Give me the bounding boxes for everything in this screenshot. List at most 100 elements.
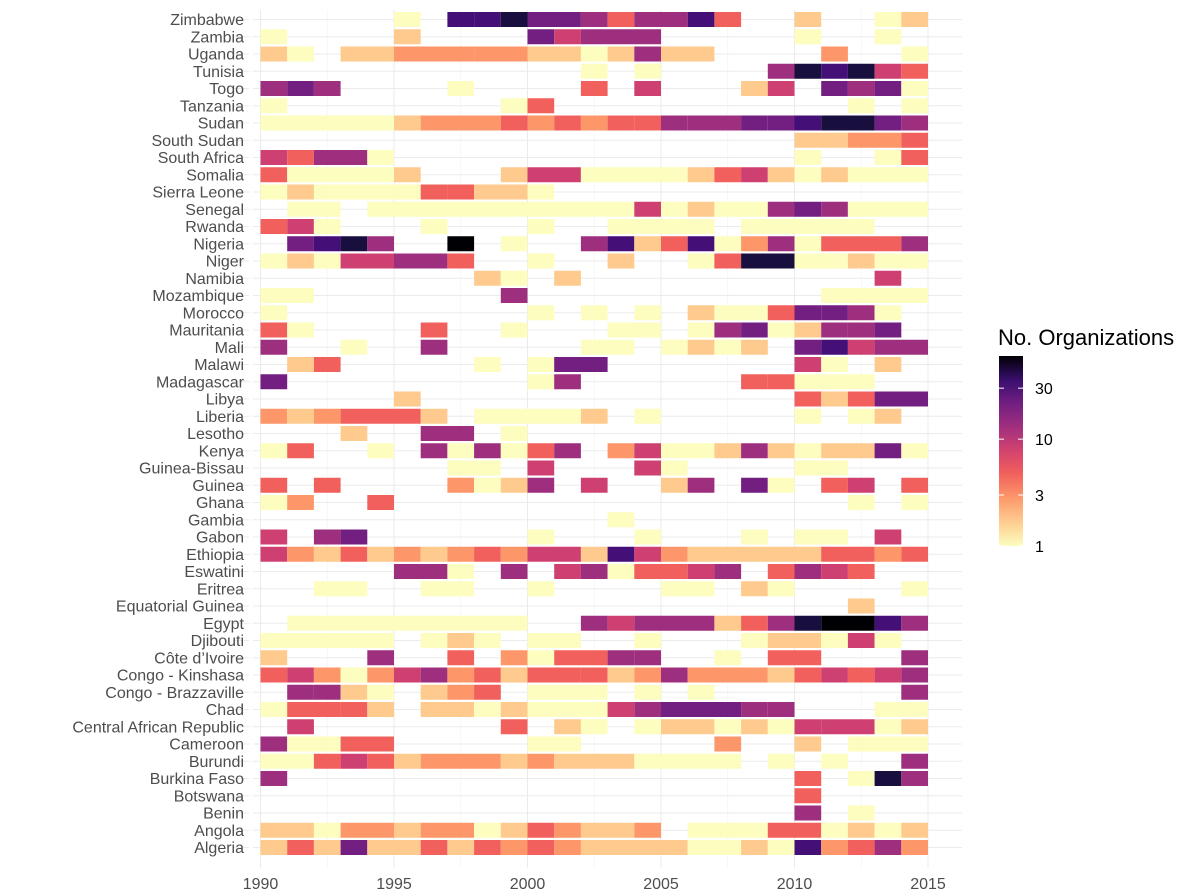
heatmap-cell: [580, 339, 635, 355]
heatmap-cell: [901, 495, 928, 510]
heatmap-cell: [340, 236, 368, 252]
heatmap-cell: [367, 443, 394, 459]
heatmap-cell: [260, 305, 288, 321]
heatmap-cell: [474, 840, 501, 855]
heatmap-cell: [500, 840, 528, 855]
heatmap-cell: [687, 115, 742, 131]
heatmap-cell: [367, 840, 421, 855]
heatmap-cell: [661, 115, 688, 131]
heatmap-cell: [687, 684, 715, 700]
heatmap-cell: [901, 546, 928, 562]
heatmap-cell: [287, 736, 341, 752]
heatmap-cell: [474, 822, 501, 838]
heatmap-cell: [554, 650, 608, 666]
heatmap-cell: [901, 81, 928, 96]
heatmap-cell: [901, 443, 928, 459]
heatmap-cell: [420, 633, 448, 648]
heatmap-cell: [901, 132, 928, 148]
heatmap-cell: [260, 219, 288, 234]
y-tick-label: Sierra Leone: [152, 185, 244, 202]
heatmap-cell: [260, 650, 288, 666]
heatmap-cell: [607, 546, 635, 562]
heatmap-cell: [901, 667, 928, 683]
heatmap-cell: [554, 270, 581, 286]
heatmap-cell: [714, 305, 768, 321]
heatmap-cell: [287, 167, 394, 183]
heatmap-cell: [634, 460, 661, 476]
y-tick-label: Burundi: [189, 754, 244, 771]
heatmap-cell: [500, 115, 528, 131]
heatmap-cell: [634, 702, 661, 717]
heatmap-cell: [287, 408, 314, 424]
heatmap-cell: [313, 253, 341, 269]
heatmap-cell: [767, 63, 795, 79]
heatmap-cell: [661, 46, 715, 62]
heatmap-cell: [821, 443, 875, 459]
y-tick-label: Libya: [206, 392, 244, 409]
heatmap-cell: [661, 201, 688, 217]
heatmap-cell: [260, 184, 288, 200]
heatmap-cell: [447, 477, 475, 493]
heatmap-cell: [714, 167, 742, 183]
heatmap-cell: [741, 253, 795, 269]
heatmap-cell: [794, 357, 822, 372]
heatmap-cells: [260, 12, 928, 855]
heatmap-cell: [367, 650, 394, 666]
heatmap-cell: [874, 29, 902, 45]
heatmap-cell: [313, 840, 341, 855]
heatmap-cell: [794, 443, 822, 459]
heatmap-cell: [767, 822, 822, 838]
heatmap-cell: [767, 633, 822, 648]
legend-ticks: 30 10 3 1: [999, 381, 1053, 556]
heatmap-cell: [874, 719, 902, 735]
heatmap-cell: [607, 564, 635, 579]
heatmap-cell: [847, 495, 875, 510]
heatmap-cell: [367, 201, 635, 217]
x-tick-label: 2010: [777, 876, 813, 891]
heatmap-cell: [580, 822, 635, 838]
heatmap-cell: [687, 564, 715, 579]
heatmap-cell: [687, 477, 715, 493]
heatmap-cell: [741, 477, 768, 493]
heatmap-cell: [874, 339, 928, 355]
heatmap-cell: [634, 822, 661, 838]
heatmap-cell: [340, 667, 368, 683]
heatmap-cell: [394, 167, 421, 183]
heatmap-cell: [287, 46, 314, 62]
heatmap-cell: [661, 460, 688, 476]
heatmap-cell: [367, 753, 394, 769]
heatmap-cell: [901, 63, 928, 79]
x-tick-label: 2005: [643, 876, 679, 891]
y-tick-label: Côte d’Ivoire: [154, 650, 244, 667]
heatmap-cell: [607, 12, 635, 27]
heatmap-cell: [901, 581, 928, 597]
heatmap-cell: [367, 667, 394, 683]
heatmap-cell: [500, 236, 528, 252]
heatmap-cell: [794, 63, 822, 79]
heatmap-cell: [874, 546, 902, 562]
heatmap-cell: [741, 219, 875, 234]
y-tick-label: Madagascar: [156, 374, 245, 391]
heatmap-cell: [394, 115, 421, 131]
heatmap-cell: [661, 236, 688, 252]
heatmap-cell: [580, 115, 608, 131]
heatmap-cell: [687, 667, 768, 683]
heatmap-cell: [554, 115, 581, 131]
heatmap-cell: [607, 219, 715, 234]
heatmap-cell: [260, 753, 314, 769]
heatmap-cell: [634, 443, 661, 459]
heatmap-cell: [260, 477, 288, 493]
heatmap-cell: [661, 12, 688, 27]
heatmap-cell: [394, 12, 421, 27]
y-tick-label: Togo: [209, 81, 244, 98]
heatmap-cell: [340, 546, 368, 562]
heatmap-cell: [500, 167, 528, 183]
heatmap-cell: [847, 339, 875, 355]
y-tick-label: Malawi: [194, 357, 244, 374]
heatmap-cell: [714, 201, 768, 217]
heatmap-cell: [340, 529, 368, 545]
heatmap-cell: [527, 115, 555, 131]
heatmap-cell: [287, 184, 314, 200]
heatmap-cell: [821, 822, 848, 838]
heatmap-cell: [847, 667, 875, 683]
